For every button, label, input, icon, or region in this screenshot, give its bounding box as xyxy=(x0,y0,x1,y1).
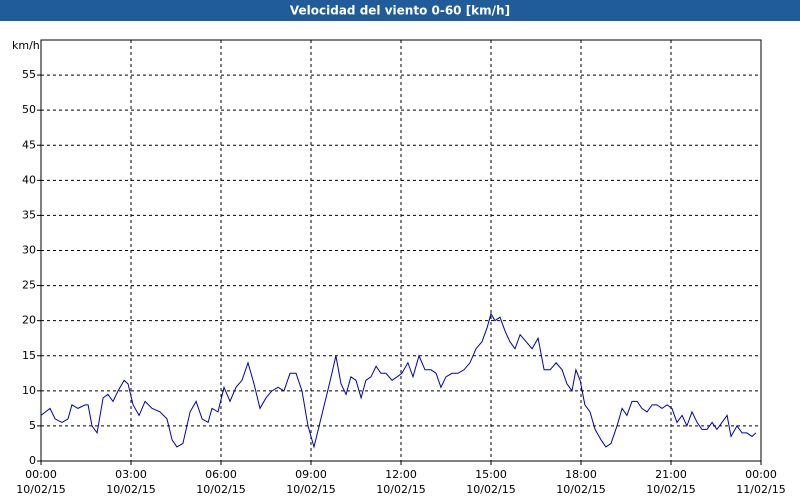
x-tick-label: 09:00 xyxy=(295,468,327,481)
y-tick-label: 40 xyxy=(22,173,36,186)
y-tick-label: 45 xyxy=(22,138,36,151)
x-tick-date: 10/02/15 xyxy=(556,483,605,496)
y-tick-label: 35 xyxy=(22,208,36,221)
y-tick-label: 0 xyxy=(29,454,36,467)
x-tick-date: 10/02/15 xyxy=(196,483,245,496)
title-bar xyxy=(0,0,800,21)
y-tick-label: 10 xyxy=(22,384,36,397)
y-axis-label: km/h xyxy=(12,39,40,52)
x-tick-date: 11/02/15 xyxy=(736,483,785,496)
x-tick-label: 12:00 xyxy=(385,468,417,481)
y-tick-label: 30 xyxy=(22,244,36,257)
x-tick-date: 10/02/15 xyxy=(106,483,155,496)
x-tick-date: 10/02/15 xyxy=(286,483,335,496)
y-tick-label: 55 xyxy=(22,68,36,81)
y-tick-label: 15 xyxy=(22,349,36,362)
x-tick-date: 10/02/15 xyxy=(376,483,425,496)
x-tick-label: 18:00 xyxy=(565,468,597,481)
chart-title: Velocidad del viento 0-60 [km/h] xyxy=(290,4,510,18)
x-tick-label: 06:00 xyxy=(205,468,237,481)
x-tick-label: 00:00 xyxy=(745,468,777,481)
x-tick-label: 00:00 xyxy=(25,468,57,481)
x-tick-date: 10/02/15 xyxy=(16,483,65,496)
x-tick-label: 21:00 xyxy=(655,468,687,481)
x-tick-date: 10/02/15 xyxy=(646,483,695,496)
x-tick-label: 03:00 xyxy=(115,468,147,481)
data-line xyxy=(40,312,757,449)
x-tick-date: 10/02/15 xyxy=(466,483,515,496)
y-tick-label: 25 xyxy=(22,279,36,292)
y-tick-label: 50 xyxy=(22,103,36,116)
x-tick-label: 15:00 xyxy=(475,468,507,481)
y-tick-label: 20 xyxy=(22,314,36,327)
y-tick-label: 5 xyxy=(29,419,36,432)
